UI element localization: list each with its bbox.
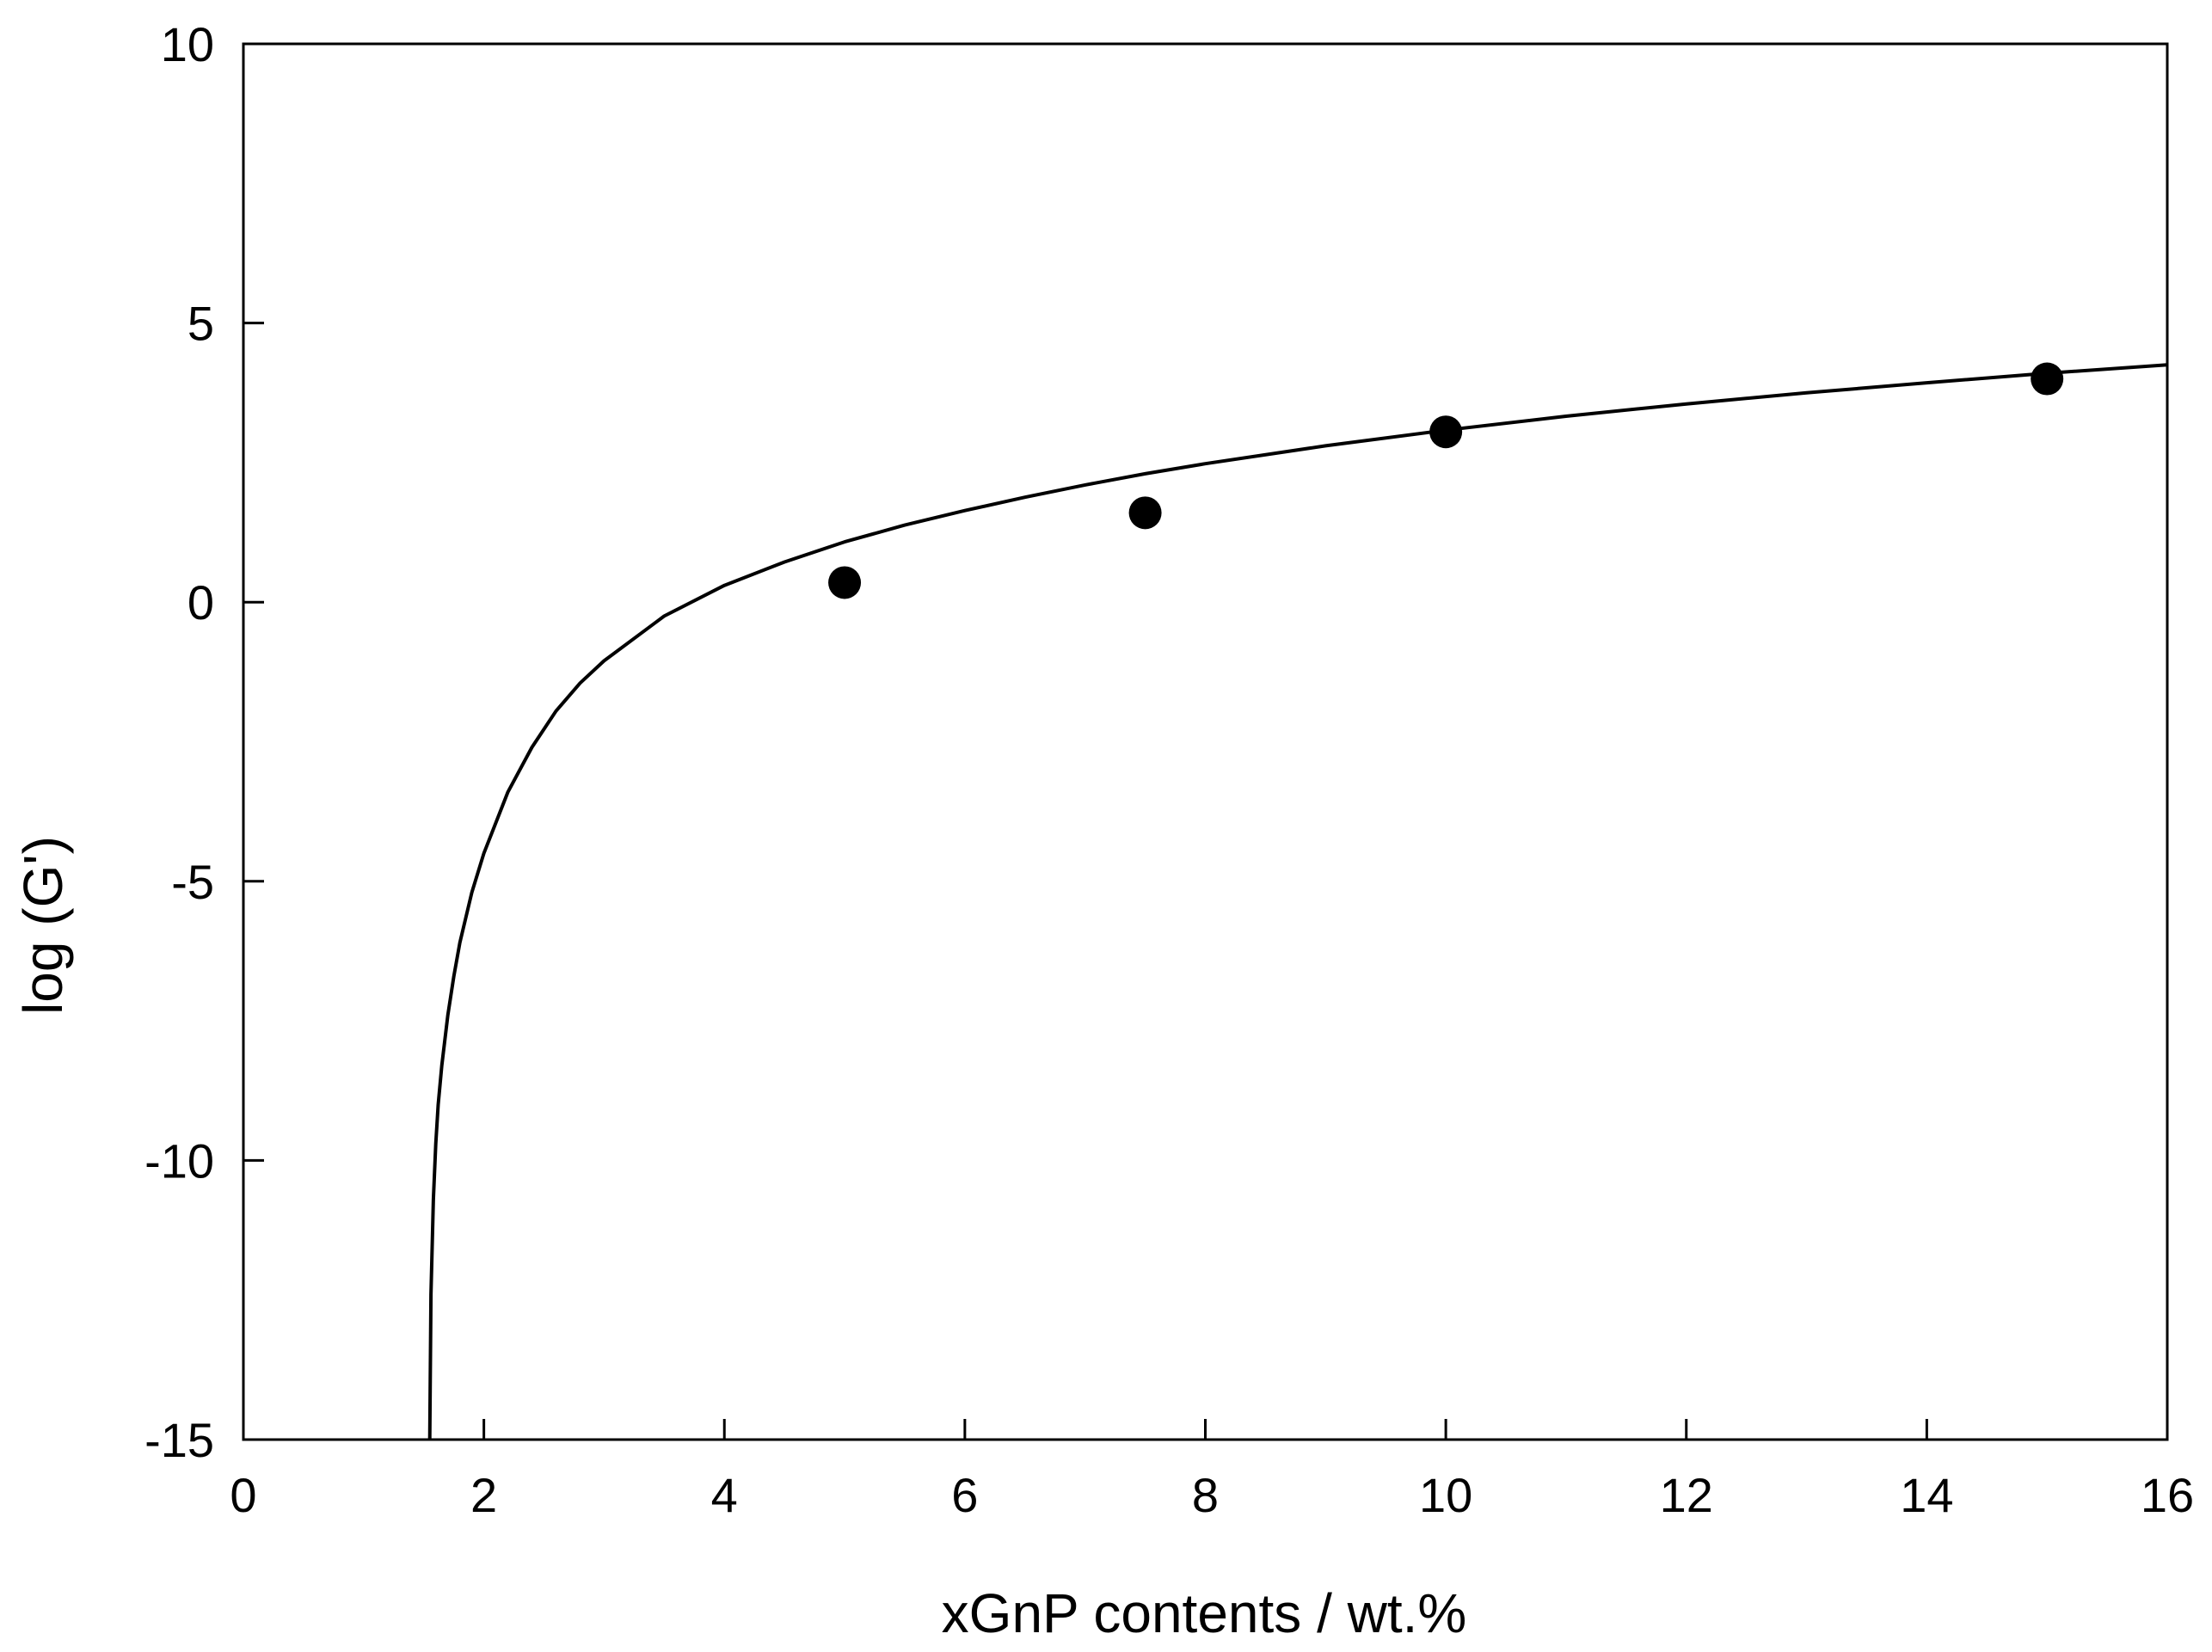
x-tick-label: 4 [711,1468,738,1522]
plot-frame [242,42,2169,1441]
x-tick-label: 12 [1660,1468,1713,1522]
data-point [1128,496,1162,530]
y-tick-label: 0 [187,575,214,629]
x-tick-label: 2 [470,1468,497,1522]
series-layer [427,362,2168,1440]
y-tick-label: -5 [171,855,214,909]
fit-curve-line [427,363,2168,1440]
plot-area-border [242,42,2169,1441]
x-axis-ticks: 0 2 4 6 8 10 12 14 16 [230,1419,2194,1522]
data-point [2031,362,2064,396]
y-tick-label: 10 [161,17,214,71]
x-tick-label: 0 [230,1468,256,1522]
y-tick-label: 5 [187,297,214,351]
y-axis-label: log (G') [12,836,74,1015]
y-tick-label: -15 [144,1413,214,1467]
y-axis-ticks: -15 -10 -5 0 5 10 [144,17,264,1467]
x-tick-label: 8 [1192,1468,1219,1522]
x-tick-label: 14 [1900,1468,1953,1522]
data-point [1429,415,1463,449]
x-axis-label: xGnP contents / wt.% [942,1582,1467,1644]
x-tick-label: 6 [951,1468,978,1522]
y-tick-label: -10 [144,1133,214,1188]
x-tick-label: 10 [1419,1468,1472,1522]
data-point [828,566,862,599]
x-tick-label: 16 [2141,1468,2194,1522]
